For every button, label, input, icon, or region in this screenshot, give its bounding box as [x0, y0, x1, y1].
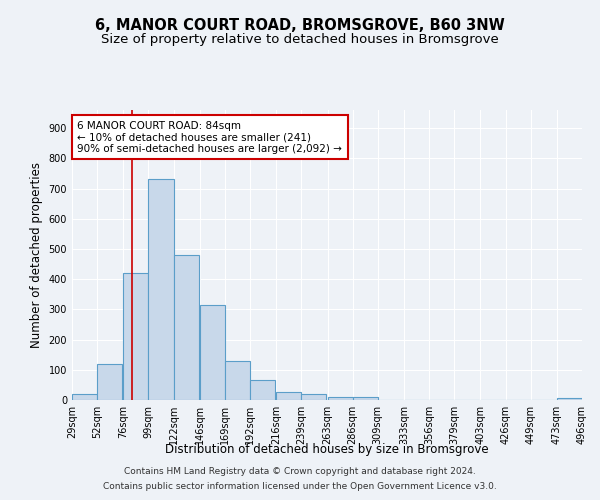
Bar [225, 360, 250, 400]
Text: 6, MANOR COURT ROAD, BROMSGROVE, B60 3NW: 6, MANOR COURT ROAD, BROMSGROVE, B60 3NW [95, 18, 505, 32]
Bar [328, 397, 353, 400]
Text: 6 MANOR COURT ROAD: 84sqm
← 10% of detached houses are smaller (241)
90% of semi: 6 MANOR COURT ROAD: 84sqm ← 10% of detac… [77, 120, 343, 154]
Bar [276, 392, 301, 400]
Bar [173, 255, 199, 400]
Bar [301, 394, 326, 400]
Bar [124, 273, 148, 400]
Y-axis label: Number of detached properties: Number of detached properties [30, 162, 43, 348]
Bar [97, 364, 122, 400]
Text: Contains HM Land Registry data © Crown copyright and database right 2024.: Contains HM Land Registry data © Crown c… [124, 467, 476, 476]
Bar [200, 305, 225, 400]
Bar [557, 398, 582, 400]
Text: Contains public sector information licensed under the Open Government Licence v3: Contains public sector information licen… [103, 482, 497, 491]
Bar [72, 394, 97, 400]
Text: Distribution of detached houses by size in Bromsgrove: Distribution of detached houses by size … [165, 442, 489, 456]
Text: Size of property relative to detached houses in Bromsgrove: Size of property relative to detached ho… [101, 32, 499, 46]
Bar [250, 380, 275, 400]
Bar [148, 180, 173, 400]
Bar [353, 397, 378, 400]
